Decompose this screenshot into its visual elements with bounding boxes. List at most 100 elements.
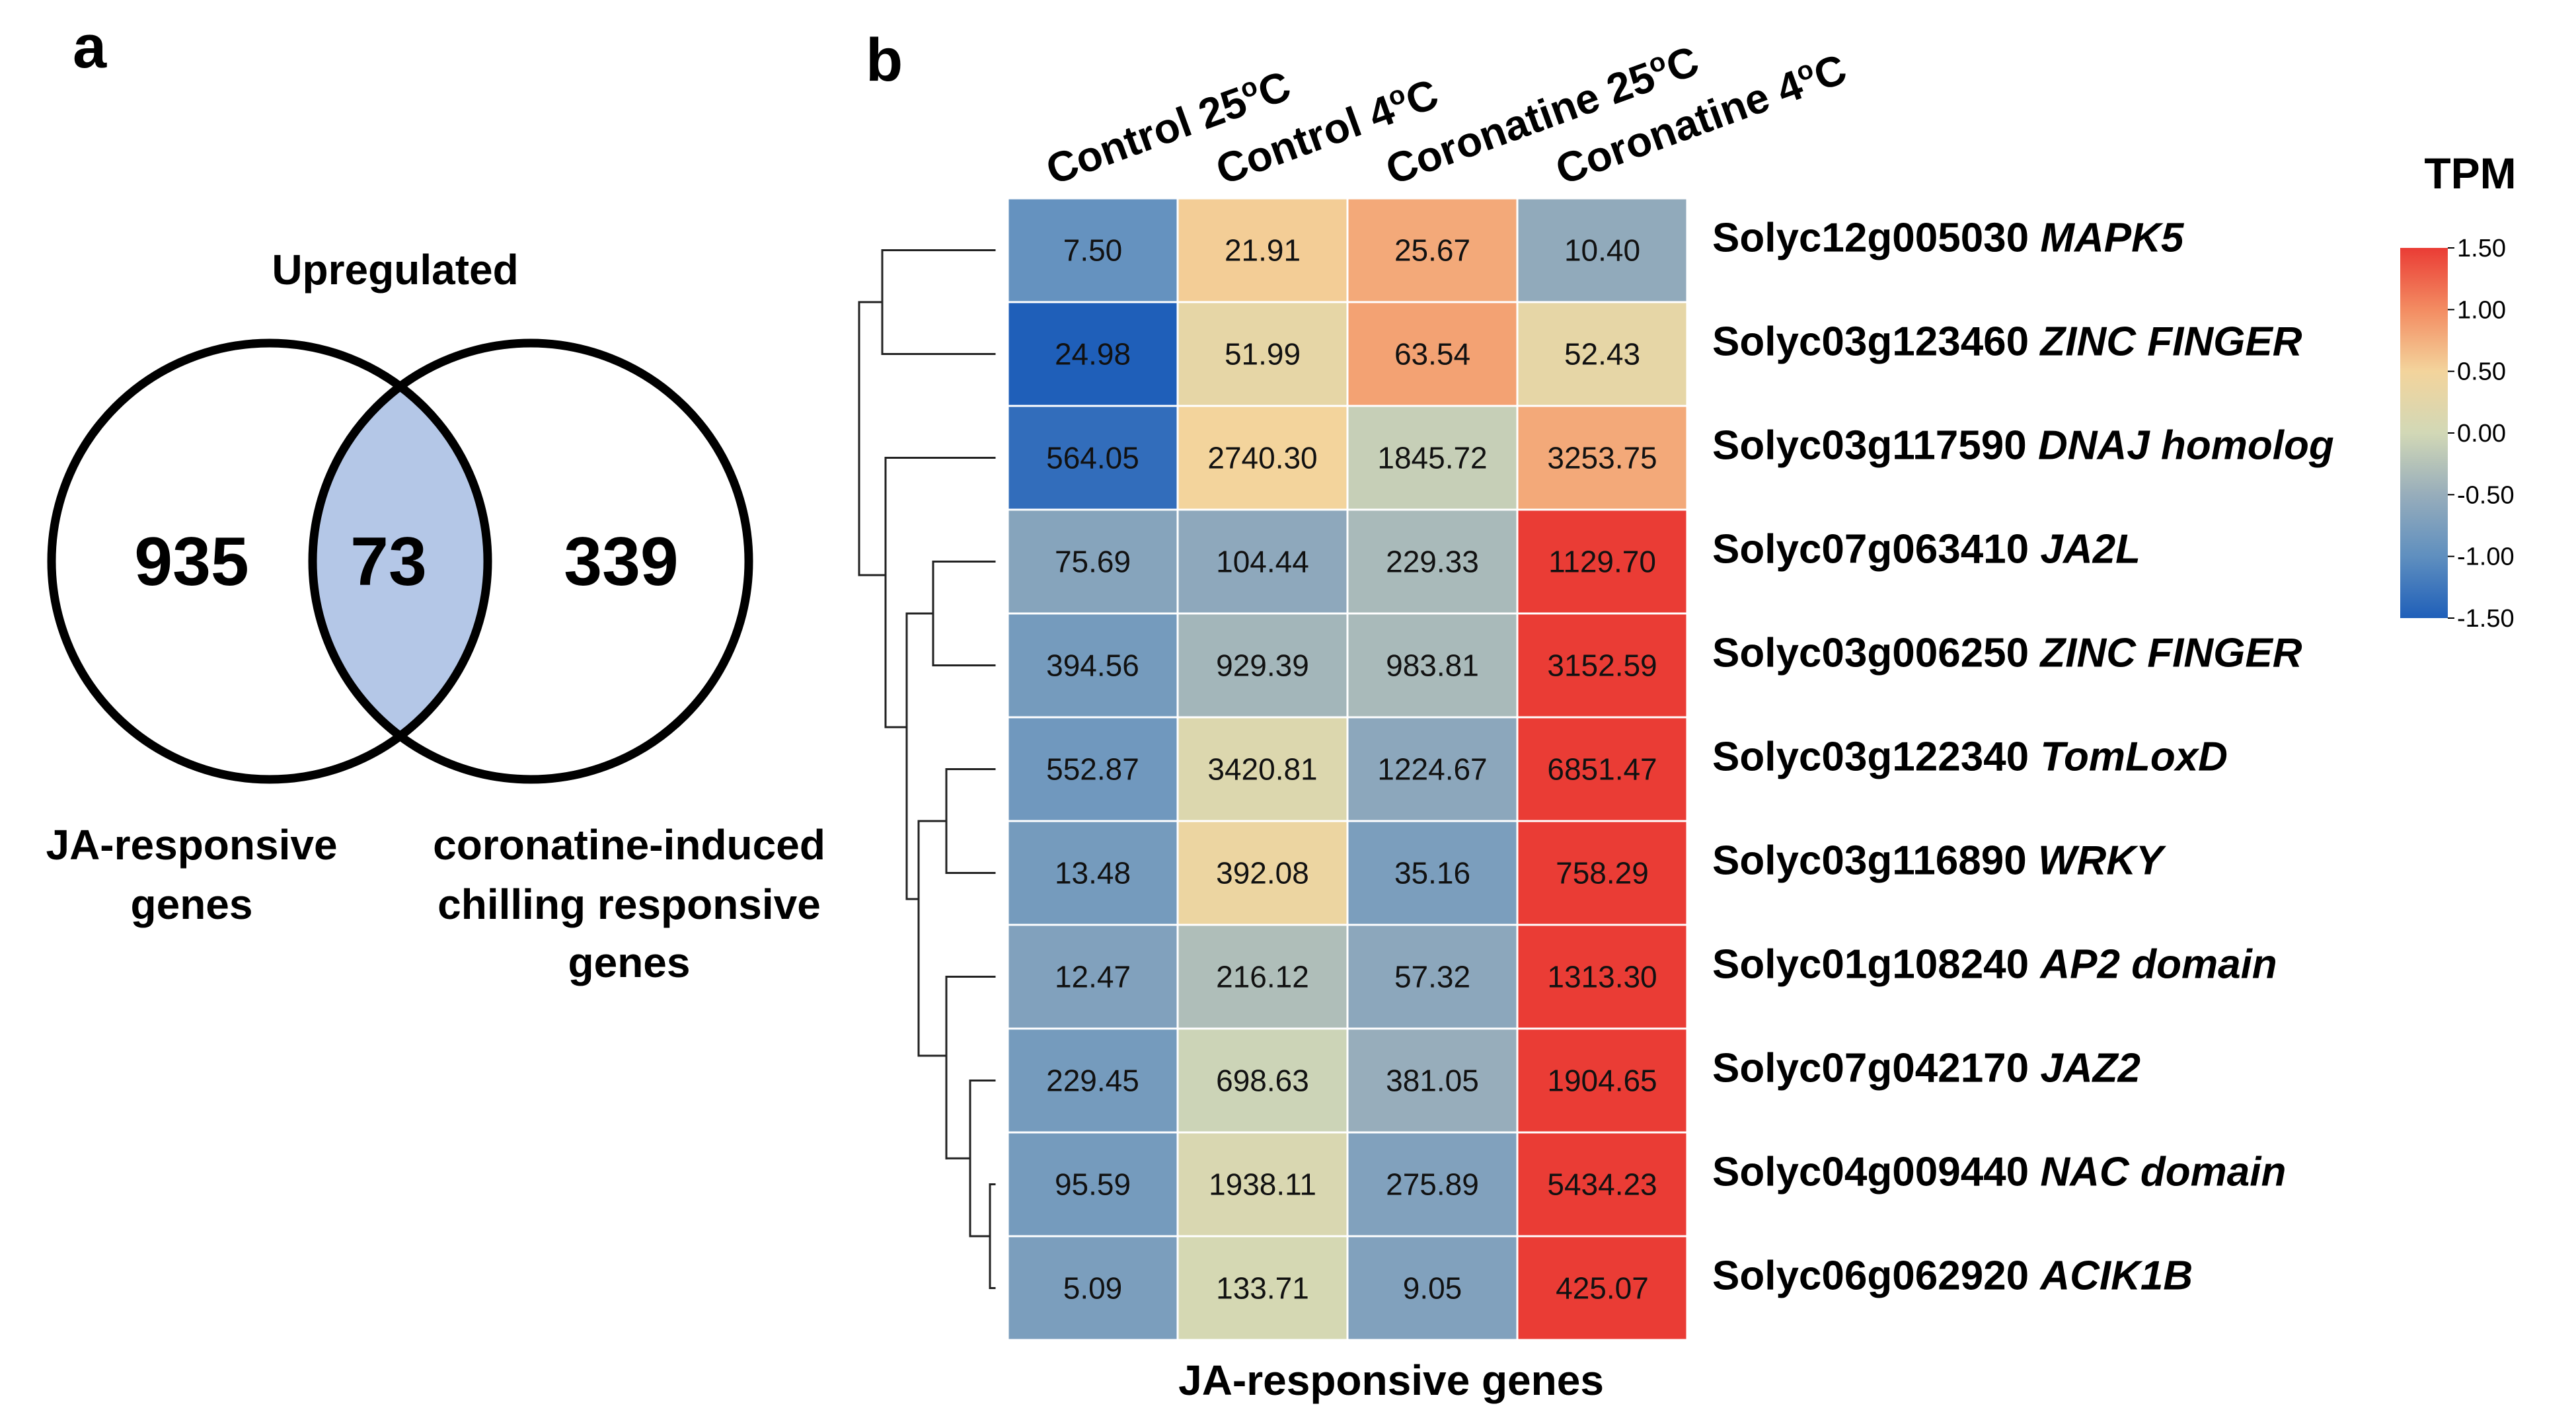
heatmap-cell xyxy=(1176,716,1349,822)
row-labels: Solyc12g005030 MAPK5 Solyc03g123460 ZINC … xyxy=(1712,216,2334,1299)
row-label: Solyc07g042170 JAZ2 xyxy=(1712,1046,2140,1091)
heatmap-cell-value: 133.71 xyxy=(1216,1271,1309,1306)
heatmap-cell-value: 5434.23 xyxy=(1547,1167,1657,1202)
heatmap-cell-value: 392.08 xyxy=(1216,856,1309,890)
color-scale-legend: TPM 1.50 1.00 0.50 0.00 -0.50 -1.00 -1.50 xyxy=(2400,149,2517,633)
venn-left-count: 935 xyxy=(134,524,249,600)
heatmap-cell-value: 229.45 xyxy=(1046,1064,1139,1098)
heatmap-cell xyxy=(1346,716,1519,822)
heatmap-cell-value: 1904.65 xyxy=(1547,1064,1657,1098)
heatmap-cell xyxy=(1006,508,1179,615)
heatmap-cell xyxy=(1176,1027,1349,1134)
heatmap-cell-value: 3420.81 xyxy=(1207,752,1317,787)
heatmap-cell xyxy=(1176,508,1349,615)
heatmap-cell-value: 7.50 xyxy=(1063,233,1123,268)
heatmap-cell-value: 21.91 xyxy=(1225,233,1301,268)
legend-title: TPM xyxy=(2424,149,2516,198)
heatmap-cell xyxy=(1006,1131,1179,1238)
x-axis-title: JA-responsive genes xyxy=(1178,1357,1604,1404)
heatmap-cell-value: 758.29 xyxy=(1556,856,1649,890)
heatmap-cell-value: 216.12 xyxy=(1216,960,1309,994)
row-label: Solyc03g123460 ZINC FINGER xyxy=(1712,319,2302,365)
venn-left-label-line-1: JA-responsive xyxy=(46,821,337,869)
heatmap-cell xyxy=(1516,508,1688,615)
venn-circle-ja-responsive xyxy=(47,338,492,784)
row-label: Solyc04g009440 NAC domain xyxy=(1712,1150,2286,1195)
heatmap-cells: 7.50 21.91 25.67 10.40 24.98 51.99 63.54 52.43 5… xyxy=(1006,197,1688,1341)
heatmap-cell xyxy=(1176,1131,1349,1238)
heatmap-cell-value: 10.40 xyxy=(1564,233,1640,268)
venn-title: Upregulated xyxy=(272,246,518,294)
row-label: Solyc07g063410 JA2L xyxy=(1712,527,2140,572)
heatmap-cell xyxy=(1176,301,1349,407)
heatmap-cell xyxy=(1516,1235,1688,1341)
heatmap-cell xyxy=(1516,820,1688,926)
heatmap-cell xyxy=(1516,1027,1688,1134)
heatmap-cell xyxy=(1516,301,1688,407)
heatmap-cell-value: 5.09 xyxy=(1063,1271,1123,1306)
heatmap-cell xyxy=(1516,716,1688,822)
row-label: Solyc03g006250 ZINC FINGER xyxy=(1712,631,2302,676)
color-scale-bar xyxy=(2400,248,2448,618)
heatmap-cell-value: 275.89 xyxy=(1386,1167,1479,1202)
legend-tick-label: 0.00 xyxy=(2457,420,2506,448)
heatmap-cell-value: 12.47 xyxy=(1055,960,1131,994)
venn-right-count: 339 xyxy=(564,524,679,600)
heatmap-cell xyxy=(1516,924,1688,1030)
row-dendrogram xyxy=(858,249,996,1289)
venn-overlap-region xyxy=(313,343,488,779)
panel-a-venn-diagram: a Upregulated 935 73 339 JA-responsive g… xyxy=(46,13,825,986)
heatmap-cell xyxy=(1346,1131,1519,1238)
heatmap-cell-value: 57.32 xyxy=(1394,960,1470,994)
heatmap-cell xyxy=(1176,1235,1349,1341)
row-label: Solyc01g108240 AP2 domain xyxy=(1712,942,2277,988)
heatmap-cell-value: 75.69 xyxy=(1055,545,1131,579)
legend-tick-label: -1.50 xyxy=(2457,605,2515,633)
heatmap-cell-value: 1938.11 xyxy=(1209,1167,1316,1202)
heatmap-cell-value: 394.56 xyxy=(1046,649,1139,683)
heatmap-cell-value: 1129.70 xyxy=(1548,545,1656,579)
heatmap-cell-value: 3152.59 xyxy=(1547,649,1657,683)
heatmap-cell-value: 24.98 xyxy=(1055,337,1131,372)
heatmap-cell-value: 1845.72 xyxy=(1377,441,1487,475)
venn-left-label-line-2: genes xyxy=(131,881,253,928)
heatmap-cell-value: 929.39 xyxy=(1216,649,1309,683)
panel-b-letter: b xyxy=(866,26,903,94)
legend-tick-label: 1.50 xyxy=(2457,235,2506,262)
heatmap-cell-value: 63.54 xyxy=(1394,337,1470,372)
heatmap-cell xyxy=(1006,924,1179,1030)
heatmap-cell-value: 9.05 xyxy=(1403,1271,1462,1306)
heatmap-cell-value: 381.05 xyxy=(1386,1064,1479,1098)
heatmap-cell xyxy=(1346,924,1519,1030)
heatmap-cell-value: 983.81 xyxy=(1386,649,1479,683)
heatmap-cell-value: 552.87 xyxy=(1046,752,1139,787)
heatmap-cell xyxy=(1176,405,1349,511)
legend-tick-label: 0.50 xyxy=(2457,358,2506,386)
legend-tick-label: 1.00 xyxy=(2457,296,2506,324)
row-label: Solyc03g122340 TomLoxD xyxy=(1712,734,2228,780)
heatmap-cell-value: 35.16 xyxy=(1394,856,1470,890)
heatmap-cell-value: 229.33 xyxy=(1386,545,1479,579)
heatmap-cell xyxy=(1006,612,1179,719)
heatmap-cell-value: 3253.75 xyxy=(1547,441,1657,475)
heatmap-cell-value: 564.05 xyxy=(1046,441,1139,475)
heatmap-cell-value: 51.99 xyxy=(1225,337,1301,372)
row-label: Solyc12g005030 MAPK5 xyxy=(1712,216,2185,261)
row-label: Solyc03g116890 WRKY xyxy=(1712,838,2167,884)
heatmap-cell xyxy=(1346,508,1519,615)
heatmap-cell xyxy=(1006,405,1179,511)
heatmap-cell xyxy=(1346,405,1519,511)
heatmap-cell xyxy=(1006,1235,1179,1341)
heatmap-cell xyxy=(1176,197,1349,303)
heatmap-cell-value: 1224.67 xyxy=(1377,752,1487,787)
venn-overlap-count: 73 xyxy=(350,524,427,600)
heatmap-cell-value: 25.67 xyxy=(1394,233,1470,268)
heatmap-cell-value: 104.44 xyxy=(1216,545,1309,579)
legend-tick-label: -1.00 xyxy=(2457,543,2515,571)
heatmap-cell-value: 425.07 xyxy=(1556,1271,1649,1306)
row-label: Solyc06g062920 ACIK1B xyxy=(1712,1253,2193,1299)
heatmap-cell-value: 698.63 xyxy=(1216,1064,1309,1098)
panel-b-heatmap: b 7.50 21.91 25.67 10.40 24.98 51.99 63.54 52.4… xyxy=(858,26,2517,1404)
